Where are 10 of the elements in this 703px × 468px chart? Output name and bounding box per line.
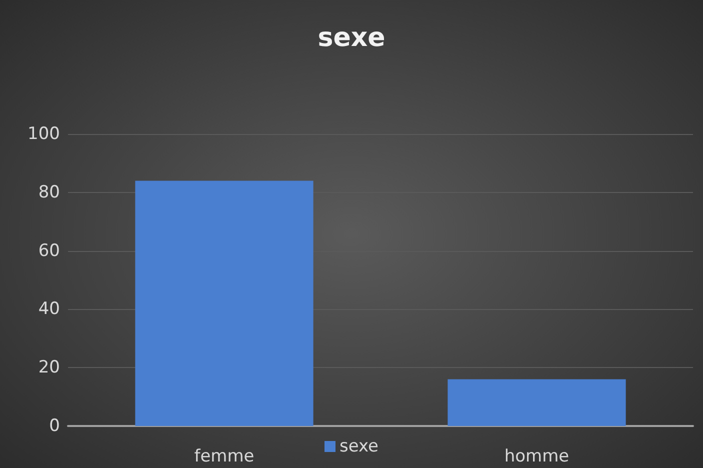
y-tick-label: 80: [38, 182, 60, 202]
legend-label: sexe: [339, 436, 379, 456]
y-tick-label: 40: [38, 299, 60, 320]
y-tick-label: 100: [28, 124, 60, 144]
y-tick-label: 0: [49, 416, 60, 436]
x-tick-label: femme: [194, 446, 254, 466]
y-tick-label: 60: [38, 240, 60, 261]
x-tick-label: homme: [504, 446, 570, 466]
y-tick-label: 20: [38, 358, 60, 378]
chart-title: sexe: [318, 23, 386, 53]
